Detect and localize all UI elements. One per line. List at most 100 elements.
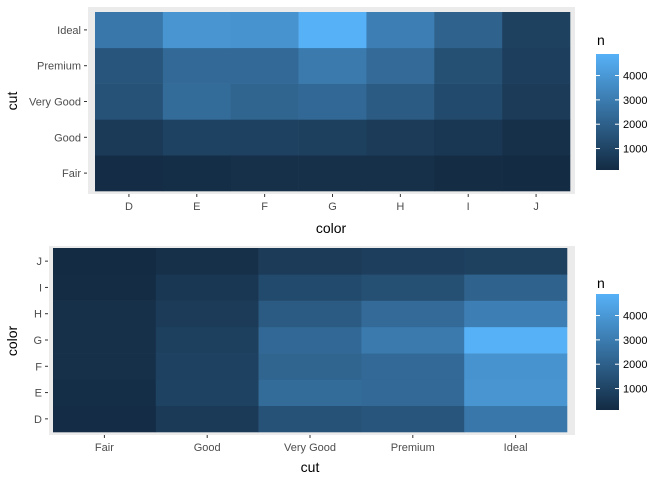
y-axis-title: cut	[4, 92, 20, 111]
legend: n 1000 2000 3000 4000	[596, 275, 647, 410]
heatmap-cell-f-very-good	[258, 353, 362, 380]
heatmap-cell-premium-h	[366, 47, 435, 84]
y-tick-label: J	[37, 256, 43, 268]
heatmap-cell-i-ideal	[464, 274, 568, 301]
y-tick-label: G	[33, 335, 42, 347]
legend-title: n	[597, 275, 605, 291]
x-tick-label: F	[261, 201, 268, 213]
heatmap-cell-f-good	[155, 353, 259, 380]
legend-label: 1000	[623, 144, 647, 156]
x-tick-label: H	[396, 201, 404, 213]
legend-label: 2000	[623, 359, 647, 371]
heatmap-panel-color-by-cut: Fair Good Very Good Premium Ideal D E F G H I J cu…	[4, 246, 647, 475]
x-tick-label: Very Good	[284, 442, 336, 454]
heatmap-cell-premium-e	[162, 47, 232, 84]
x-tick-label: G	[328, 201, 337, 213]
heatmap-cell-e-premium	[361, 379, 465, 407]
heatmap-cell-d-ideal	[464, 405, 568, 433]
heatmap-cell-ideal-d	[95, 12, 164, 49]
legend-label: 2000	[623, 119, 647, 131]
heatmap-cell-very-good-d	[95, 83, 164, 120]
heatmap-cell-d-good	[155, 405, 259, 433]
legend-label: 3000	[623, 95, 647, 107]
heatmap-cell-good-i	[434, 119, 503, 156]
heatmap-cell-very-good-j	[502, 83, 571, 120]
heatmap-cell-d-fair	[53, 405, 157, 433]
heatmap-cell-fair-h	[366, 155, 435, 192]
x-tick-label: J	[533, 201, 539, 213]
heatmap-cell-fair-g	[298, 155, 367, 192]
heatmap-cell-ideal-i	[434, 12, 503, 49]
heatmap-cell-premium-i	[434, 47, 503, 84]
y-tick-label: E	[35, 388, 42, 400]
heatmap-cell-very-good-f	[230, 83, 299, 120]
heatmap-cell-very-good-g	[298, 83, 367, 120]
y-tick-label: F	[35, 361, 42, 373]
legend-label: 3000	[623, 335, 647, 347]
heatmap-cell-e-very-good	[258, 379, 362, 407]
y-tick-label: Ideal	[57, 25, 81, 37]
heatmap-cell-j-ideal	[464, 248, 568, 275]
heatmap-cell-i-premium	[361, 274, 465, 301]
heatmap-cell-i-fair	[53, 274, 157, 301]
heatmap-cell-g-very-good	[258, 326, 362, 354]
heatmap-cell-h-premium	[361, 300, 465, 328]
y-tick-label: Good	[54, 132, 81, 144]
heatmap-cell-good-h	[366, 119, 435, 156]
y-tick-label: I	[39, 282, 42, 294]
x-tick-label: Fair	[95, 442, 114, 454]
heatmap-cell-j-premium	[361, 248, 465, 275]
heatmap-cell-premium-j	[502, 47, 571, 84]
x-tick-label: D	[125, 201, 133, 213]
heatmap-cell-d-very-good	[258, 405, 362, 433]
heatmap-cell-ideal-j	[502, 12, 571, 49]
heatmap-cell-f-ideal	[464, 353, 568, 380]
heatmap-cell-good-g	[298, 119, 367, 156]
heatmap-cell-e-good	[155, 379, 259, 407]
heatmap-cell-j-good	[155, 248, 259, 275]
y-tick-label: H	[34, 309, 42, 321]
heatmap-cell-h-good	[155, 300, 259, 328]
x-tick-label: Premium	[391, 442, 435, 454]
x-tick-label: Good	[194, 442, 221, 454]
heatmap-cell-h-fair	[53, 300, 157, 328]
heatmap-cell-j-very-good	[258, 248, 362, 275]
heatmap-cell-fair-f	[230, 155, 299, 192]
x-axis-title: cut	[301, 459, 320, 475]
heatmap-cell-premium-d	[95, 47, 164, 84]
heatmap-cell-fair-d	[95, 155, 164, 192]
legend-colorbar	[596, 54, 619, 170]
heatmap-cell-fair-e	[162, 155, 232, 192]
heatmap-cell-ideal-g	[298, 12, 367, 49]
x-tick-label: E	[193, 201, 200, 213]
y-tick-label: Premium	[37, 61, 81, 73]
heatmap-cell-good-e	[162, 119, 232, 156]
x-axis-title: color	[316, 220, 347, 236]
heatmap-cell-j-fair	[53, 248, 157, 275]
y-tick-label: Very Good	[29, 97, 81, 109]
legend-colorbar	[596, 294, 619, 410]
x-tick-label: I	[467, 201, 470, 213]
legend-label: 4000	[623, 311, 647, 323]
heatmap-cell-very-good-e	[162, 83, 232, 120]
heatmap-cell-f-fair	[53, 353, 157, 380]
heatmap-cell-g-premium	[361, 326, 465, 354]
heatmap-cell-h-ideal	[464, 300, 568, 328]
heatmap-cell-ideal-h	[366, 12, 435, 49]
heatmap-cell-i-very-good	[258, 274, 362, 301]
heatmap-cell-i-good	[155, 274, 259, 301]
heatmap-cell-e-fair	[53, 379, 157, 407]
heatmap-cell-premium-g	[298, 47, 367, 84]
legend-label: 1000	[623, 384, 647, 396]
heatmap-cell-h-very-good	[258, 300, 362, 328]
heatmap-cell-g-ideal	[464, 326, 568, 354]
y-axis-title: color	[4, 325, 20, 356]
legend-label: 4000	[623, 71, 647, 83]
heatmap-cell-very-good-h	[366, 83, 435, 120]
heatmap-cell-good-d	[95, 119, 164, 156]
y-tick-label: D	[34, 414, 42, 426]
heatmap-cell-ideal-e	[162, 12, 232, 49]
heatmap-cell-d-premium	[361, 405, 465, 433]
heatmap-cell-ideal-f	[230, 12, 299, 49]
